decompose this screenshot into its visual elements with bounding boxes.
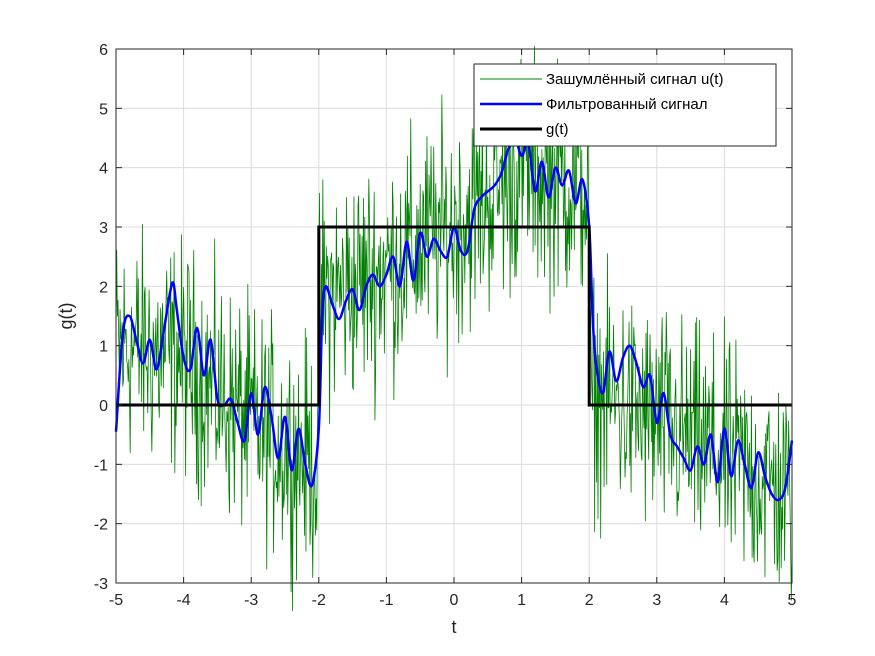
y-tick-label: 2 — [99, 279, 108, 296]
legend-label-filtered-signal: Фильтрованный сигнал — [546, 96, 708, 113]
y-tick-label: -3 — [94, 576, 108, 593]
legend-label-noisy-signal: Зашумлённый сигнал u(t) — [546, 71, 723, 88]
y-tick-label: 3 — [99, 220, 108, 237]
y-tick-label: 4 — [99, 161, 108, 178]
x-tick-label: -2 — [312, 592, 326, 609]
x-tick-label: 0 — [450, 592, 459, 609]
series-noisy-signal — [115, 45, 793, 612]
x-tick-label: 3 — [652, 592, 661, 609]
legend-label-g: g(t) — [546, 121, 569, 138]
y-axis-label: g(t) — [56, 303, 76, 330]
y-tick-label: 6 — [99, 42, 108, 59]
y-tick-label: -1 — [94, 457, 108, 474]
legend: Зашумлённый сигнал u(t) Фильтрованный си… — [473, 63, 777, 147]
x-tick-label: -4 — [176, 592, 190, 609]
x-tick-label: 1 — [517, 592, 526, 609]
x-tick-label: 2 — [585, 592, 594, 609]
ticks: -5 -4 -3 -2 -1 0 1 2 3 4 5 -3 -2 -1 0 1 2 3 4 5 6 — [94, 42, 797, 609]
x-axis-label: t — [451, 617, 456, 637]
series-g — [116, 225, 792, 407]
x-tick-label: -5 — [109, 592, 123, 609]
x-tick-label: 5 — [788, 592, 797, 609]
x-tick-label: 4 — [720, 592, 729, 609]
x-tick-label: -1 — [379, 592, 393, 609]
x-tick-label: -3 — [244, 592, 258, 609]
y-tick-label: -2 — [94, 517, 108, 534]
series-layer — [114, 45, 794, 612]
y-tick-label: 1 — [99, 339, 108, 356]
y-tick-label: 0 — [99, 398, 108, 415]
y-tick-label: 5 — [99, 101, 108, 118]
